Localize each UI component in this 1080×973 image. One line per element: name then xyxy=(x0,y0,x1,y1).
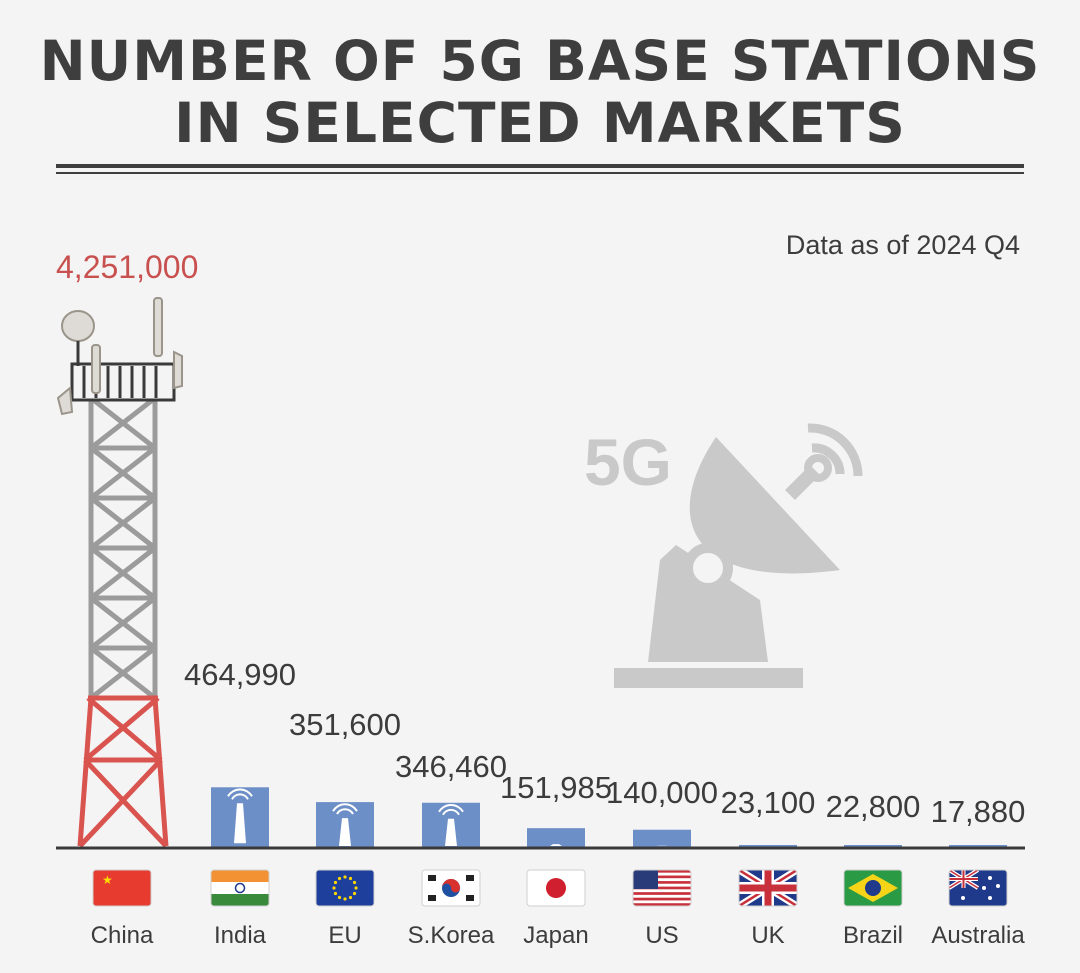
antenna-icon xyxy=(550,844,562,846)
data-date-note: Data as of 2024 Q4 xyxy=(785,230,1020,260)
australia-flag xyxy=(948,869,1008,907)
background-5g-text: 5G xyxy=(584,425,672,499)
antenna-icon xyxy=(332,803,358,846)
chart-title: NUMBER OF 5G BASE STATIONS IN SELECTED M… xyxy=(0,30,1080,154)
title-line-1: NUMBER OF 5G BASE STATIONS xyxy=(39,29,1041,93)
value-label: 351,600 xyxy=(289,707,401,742)
value-label: 17,880 xyxy=(931,794,1026,829)
value-label: 140,000 xyxy=(606,775,718,810)
value-label: 22,800 xyxy=(826,789,921,824)
value-label: 151,985 xyxy=(500,770,612,805)
value-label: 464,990 xyxy=(184,657,296,692)
category-label: EU xyxy=(328,922,361,949)
category-label: China xyxy=(91,922,154,949)
south-korea-flag xyxy=(421,869,481,907)
japan-flag xyxy=(526,869,586,907)
bar-uk xyxy=(739,844,797,848)
value-label: 23,100 xyxy=(721,785,816,820)
bar-eu xyxy=(316,802,374,848)
title-underline-thin xyxy=(56,172,1024,174)
bar-japan xyxy=(527,828,585,848)
category-label: India xyxy=(214,922,267,949)
category-label: UK xyxy=(751,922,784,949)
category-label: Brazil xyxy=(843,922,903,949)
bar-india xyxy=(211,787,269,848)
title-underline-thick xyxy=(56,164,1024,168)
brazil-flag xyxy=(843,869,903,907)
uk-flag xyxy=(738,869,798,907)
title-line-2: IN SELECTED MARKETS xyxy=(174,91,906,155)
china-tower-bar xyxy=(56,297,183,848)
satellite-dish-icon: 5G xyxy=(584,423,863,688)
antenna-icon xyxy=(438,803,464,846)
bar-skorea xyxy=(422,802,480,848)
china-flag: ★ xyxy=(92,869,152,907)
eu-flag xyxy=(315,869,375,907)
us-flag xyxy=(632,869,692,907)
category-label: Japan xyxy=(523,922,588,949)
antenna-icon xyxy=(227,788,253,844)
india-flag xyxy=(210,869,270,907)
bar-us xyxy=(633,829,691,848)
value-label: 346,460 xyxy=(395,749,507,784)
value-label: 4,251,000 xyxy=(56,249,198,285)
category-label: US xyxy=(645,922,678,949)
svg-text:★: ★ xyxy=(102,873,113,887)
category-label: Australia xyxy=(931,922,1025,949)
category-label: S.Korea xyxy=(408,922,495,949)
